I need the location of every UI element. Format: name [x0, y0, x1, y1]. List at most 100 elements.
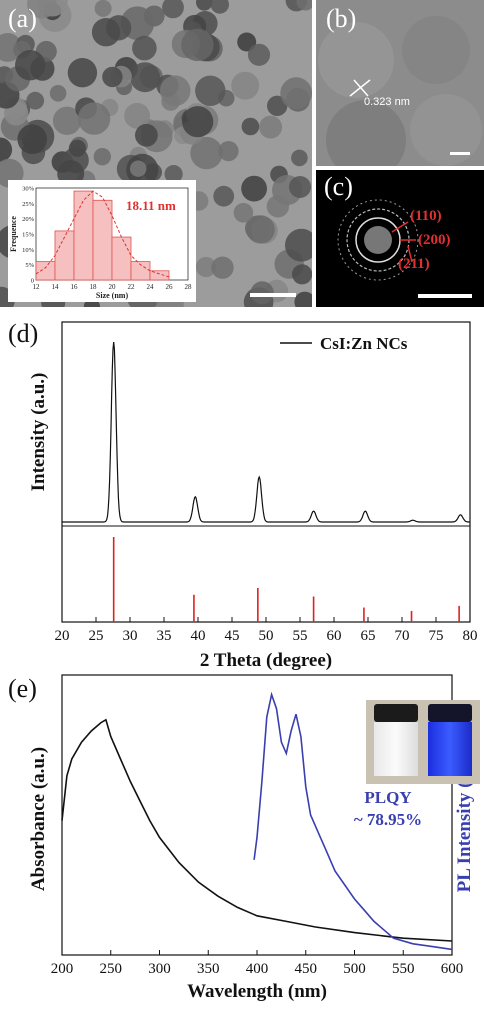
- xrd-x-tick: 75: [429, 628, 444, 644]
- histogram-x-tick: 14: [52, 283, 60, 291]
- nanocrystal-particle: [77, 102, 111, 135]
- nanocrystal-particle: [247, 43, 271, 66]
- abs-x-tick: 250: [100, 961, 123, 977]
- xrd-x-tick: 80: [463, 628, 478, 644]
- panel-label-c: (c): [324, 172, 353, 201]
- nanocrystal-particle: [181, 28, 214, 62]
- histogram-x-tick: 24: [147, 283, 155, 291]
- nanocrystal-particle: [94, 0, 112, 17]
- panel-label-b: (b): [326, 4, 357, 33]
- nanocrystal-particle: [124, 102, 150, 129]
- nanocrystal-particle: [296, 0, 312, 11]
- nanocrystal-particle: [182, 106, 214, 138]
- histogram-x-tick: 28: [185, 283, 193, 291]
- nanocrystal-particle: [195, 75, 226, 107]
- absorbance-pl-chart: (e) 200 250 300 350 400 450 500 550 600 Wavelengt…: [8, 674, 475, 1002]
- xrd-legend-label: CsI:Zn NCs: [320, 334, 408, 353]
- nanocrystal-particle: [162, 0, 184, 19]
- histogram-x-tick: 20: [109, 283, 117, 291]
- panel-label-e: (e): [8, 674, 37, 703]
- nanocrystal-particle: [291, 149, 308, 167]
- abs-x-tick: 400: [246, 961, 269, 977]
- xrd-x-tick: 25: [89, 628, 104, 644]
- scale-bar-b: [450, 152, 470, 155]
- histogram-y-tick: 25%: [22, 201, 35, 208]
- xrd-x-tick: 55: [293, 628, 308, 644]
- xrd-y-label: Intensity (a.u.): [28, 373, 49, 492]
- nanocrystal-particle: [67, 57, 98, 88]
- xrd-x-tick: 65: [361, 628, 376, 644]
- histogram-bar: [111, 236, 132, 281]
- abs-x-tick: 200: [51, 961, 74, 977]
- xrd-x-tick: 35: [157, 628, 172, 644]
- nanocrystal-particle: [27, 0, 57, 19]
- nanocrystal-particle: [190, 136, 223, 170]
- nanocrystal-particle: [289, 176, 311, 198]
- plqy-label: PLQY: [364, 788, 411, 807]
- vial-under-uv: [428, 704, 472, 776]
- nanocrystal-particle: [26, 91, 45, 110]
- histogram-x-tick: 12: [33, 283, 41, 291]
- xrd-x-tick: 70: [395, 628, 410, 644]
- nanocrystal-particle: [17, 124, 47, 154]
- histogram-y-tick: 0: [31, 278, 34, 285]
- histogram-bar: [54, 230, 75, 281]
- nanocrystal-particle: [130, 62, 160, 93]
- histogram-bar: [92, 199, 113, 281]
- scale-bar-c: [418, 294, 472, 298]
- panel-label-d: (d): [8, 319, 38, 348]
- nanocrystal-particle: [130, 160, 147, 177]
- xrd-frame: [61, 321, 471, 623]
- nanocrystal-particle: [196, 0, 213, 11]
- nanocrystal-particle: [231, 71, 260, 100]
- xrd-pattern-line: [62, 341, 470, 523]
- nanocrystal-particle: [195, 256, 217, 278]
- nanocrystal-particle: [250, 281, 274, 305]
- hrtem-image-b: (b) 0.323 nm: [316, 0, 484, 166]
- histogram-bar: [35, 261, 56, 281]
- abs-x-tick: 550: [392, 961, 415, 977]
- nanocrystal-particle: [280, 77, 312, 110]
- xrd-x-tick: 50: [259, 628, 274, 644]
- saed-pattern-c: (c) (110) (200) (211): [316, 170, 484, 307]
- histogram-x-tick: 18: [90, 283, 98, 291]
- histogram-x-label: Size (nm): [96, 291, 129, 300]
- nanocrystal-particle: [15, 49, 46, 81]
- xrd-x-tick: 20: [55, 628, 70, 644]
- histogram-bar: [73, 190, 94, 281]
- abs-x-label: Wavelength (nm): [187, 981, 327, 1002]
- histogram-y-tick: 5%: [25, 262, 34, 269]
- vial-photo-inset: [366, 700, 480, 784]
- panel-label-a: (a): [8, 4, 37, 33]
- histogram-y-tick: 30%: [22, 186, 35, 193]
- size-histogram-inset: 12 14 16 18 20 22 24 26 28 0 5% 10% 15% 20% 25% 30% Size…: [8, 180, 196, 302]
- ring-label-110: (110): [410, 208, 442, 224]
- abs-x-tick: 500: [343, 961, 366, 977]
- nanocrystal-particle: [241, 117, 260, 136]
- nanocrystal-particle: [49, 85, 67, 102]
- diffraction-rings: [337, 199, 419, 281]
- abs-x-tick: 350: [197, 961, 220, 977]
- nanocrystal-particle: [266, 195, 290, 218]
- nanocrystal-particle: [52, 106, 82, 135]
- lattice-spacing-label: 0.323 nm: [364, 96, 410, 108]
- histogram-y-tick: 20%: [22, 216, 35, 223]
- abs-x-tick: 300: [148, 961, 171, 977]
- nanocrystal-particle: [259, 115, 283, 139]
- histogram-bar: [149, 270, 170, 281]
- nanocrystal-particle: [285, 228, 312, 262]
- hrtem-texture: [318, 16, 482, 166]
- histogram-mean-annotation: 18.11 nm: [126, 198, 176, 213]
- pl-line: [253, 691, 453, 951]
- abs-x-tick: 450: [295, 961, 318, 977]
- nanocrystal-particle: [210, 0, 229, 14]
- ring-label-211: (211): [398, 256, 430, 272]
- nanocrystal-particle: [102, 66, 123, 88]
- histogram-x-tick: 22: [128, 283, 136, 291]
- nanocrystal-particle: [233, 203, 254, 223]
- nanocrystal-particle: [164, 165, 183, 184]
- xrd-x-tick: 40: [191, 628, 206, 644]
- scale-bar-a: [250, 293, 296, 297]
- xrd-x-tick: 45: [225, 628, 240, 644]
- lattice-mark-line-2: [353, 79, 369, 97]
